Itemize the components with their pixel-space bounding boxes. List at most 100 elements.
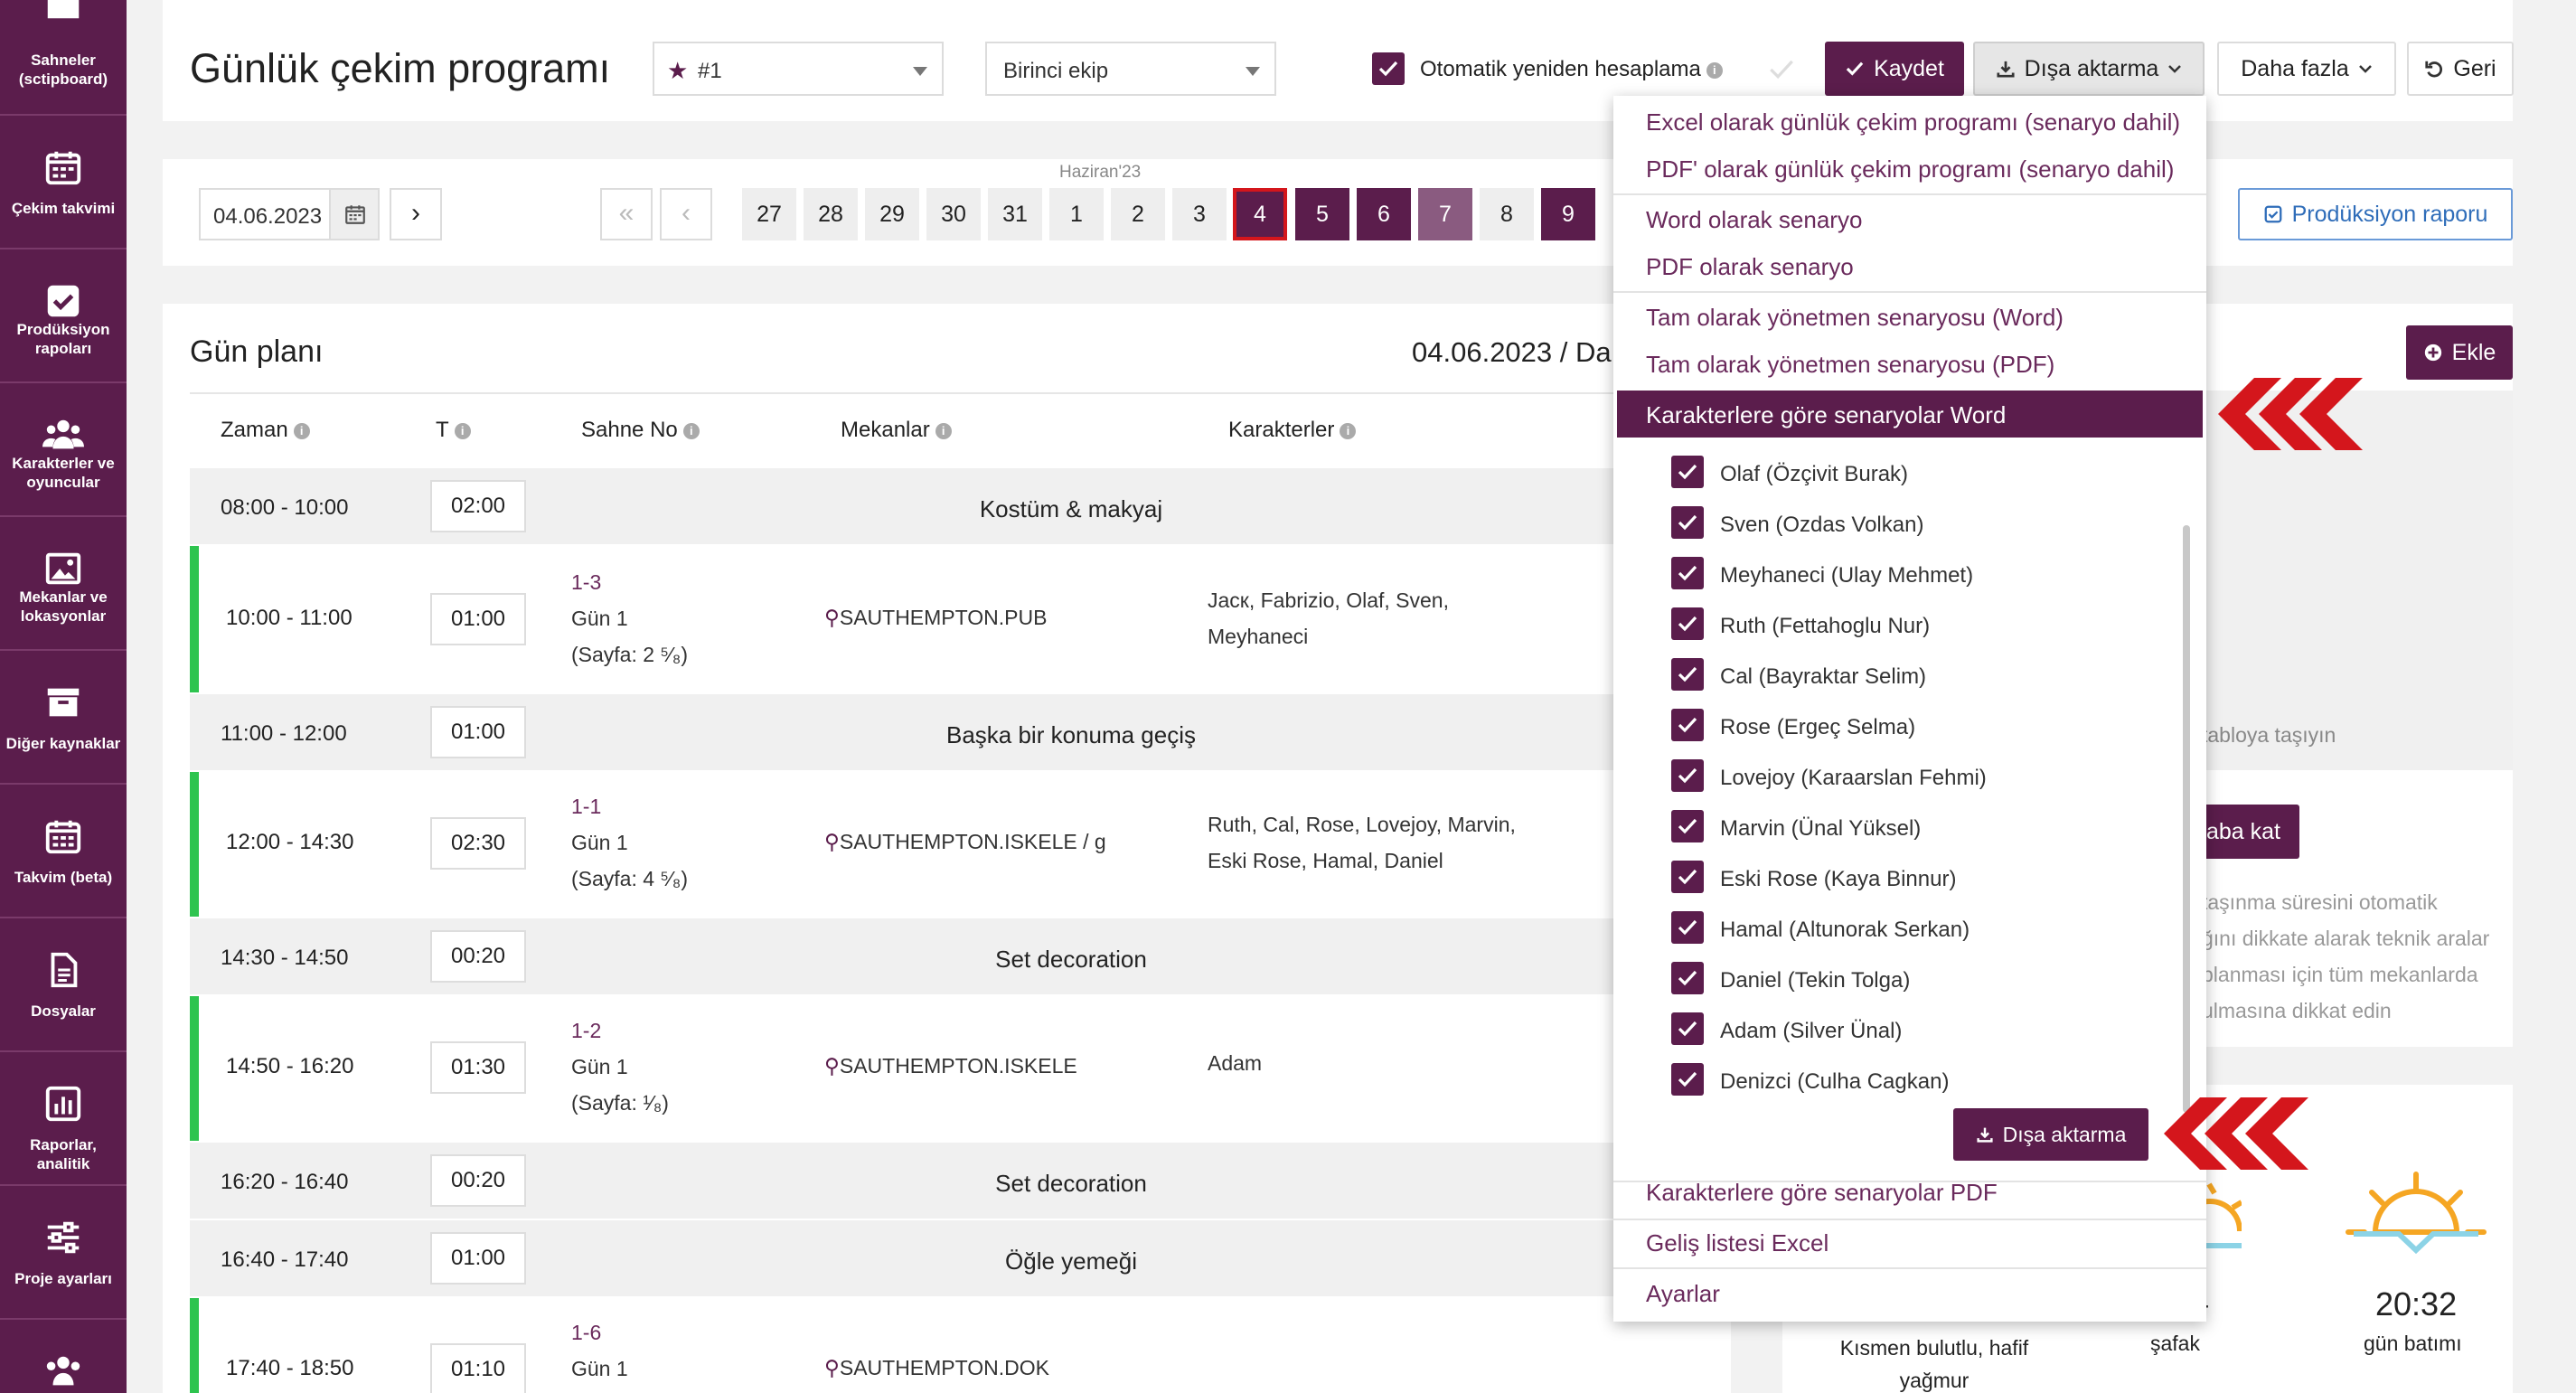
sidebar-item-label: Proje ayarları [14,1270,112,1287]
export-submit-label: Dışa aktarma [2002,1122,2127,1146]
day-button[interactable]: 3 [1172,188,1227,240]
scene-link[interactable]: 1-2 [571,1019,602,1042]
production-report-button[interactable]: Prodüksiyon raporu [2238,188,2513,240]
characters: Ruth, Cal, Rose, Lovejoy, Marvin, Eski Ro… [1208,813,1516,872]
sidebar-item-label: Karakterler ve oyuncular [12,455,115,491]
col-header-time: Zaman i [221,418,310,443]
back-button[interactable]: Geri [2407,42,2514,96]
table-row[interactable]: 16:20 - 16:40 00:20 Set decoration [190,1143,1726,1219]
calendar-icon [45,151,81,185]
drop-hint: tabloya taşıyın [2202,723,2336,747]
info-icon: i [1706,62,1723,79]
scrollbar[interactable] [2183,525,2190,1113]
day-button[interactable]: 6 [1357,188,1411,240]
day-button[interactable]: 9 [1541,188,1595,240]
check-icon [1678,717,1697,733]
duration-input[interactable]: 01:00 [430,1232,526,1285]
export-option[interactable]: Geliş listesi Excel [1646,1229,1829,1257]
check-icon [1770,60,1793,80]
export-option[interactable]: PDF' olarak günlük çekim programı (senar… [1646,155,2175,183]
export-submit-button[interactable]: Dışa aktarma [1953,1108,2148,1161]
prev-page-button[interactable]: ‹ [660,188,712,240]
chevron-down-icon [913,67,927,76]
export-option[interactable]: Tam olarak yönetmen senaryosu (Word) [1646,304,2064,331]
day-button[interactable]: 30 [926,188,981,240]
sidebar-item-project-settings[interactable]: Proje ayarları [0,1186,127,1320]
duration-input[interactable]: 01:10 [430,1343,526,1393]
auto-recalc-checkbox[interactable] [1372,52,1405,85]
duration-input[interactable]: 02:00 [430,480,526,532]
export-option[interactable]: Word olarak senaryo [1646,206,1863,233]
table-row[interactable]: 17:40 - 18:50 01:10 1-6 Gün 1 ⚲SAUTHEMPT… [190,1298,1726,1393]
sidebar-item-resources[interactable]: Diğer kaynaklar [0,651,127,785]
table-row[interactable]: 14:50 - 16:20 01:30 1-2 Gün 1 (Sayfa: ¹⁄… [190,996,1726,1141]
day-button[interactable]: 31 [988,188,1042,240]
location: ⚲SAUTHEMPTON.ISKELE / g [824,830,1106,853]
table-row[interactable]: 11:00 - 12:00 01:00 Başka bir konuma geç… [190,694,1726,770]
export-option[interactable]: Excel olarak günlük çekim programı (sena… [1646,108,2181,136]
scene-day: Gün 1 [571,1357,628,1380]
table-row[interactable]: 16:40 - 17:40 01:00 Öğle yemeği [190,1220,1726,1296]
add-button[interactable]: Ekle [2406,325,2513,380]
save-button[interactable]: Kaydet [1825,42,1964,96]
sidebar-item-team[interactable] [0,1320,127,1393]
duration-input[interactable]: 01:30 [430,1041,526,1094]
sidebar-item-label: Sahneler (sctipboard) [18,52,108,88]
export-option[interactable]: Tam olarak yönetmen senaryosu (PDF) [1646,351,2055,378]
export-button[interactable]: Dışa aktarma [1973,42,2205,96]
check-icon [1378,61,1398,77]
scene-info: 1-2 Gün 1 (Sayfa: ¹⁄₈) [571,1012,669,1121]
day-button[interactable]: 7 [1418,188,1472,240]
table-row[interactable]: 12:00 - 14:30 02:30 1-1 Gün 1 (Sayfa: 4 … [190,772,1726,917]
date-picker-button[interactable] [329,188,380,240]
sidebar-item-files[interactable]: Dosyalar [0,918,127,1052]
day-button[interactable]: 1 [1049,188,1104,240]
export-option[interactable]: Ayarlar [1646,1280,1720,1307]
crew-select[interactable]: Birinci ekip [985,42,1276,96]
image-icon [45,552,81,585]
row-time: 08:00 - 10:00 [221,495,349,520]
chevron-down-icon [1246,67,1260,76]
sidebar-item-reports[interactable]: Prodüksiyon rapoları [0,249,127,383]
back-label: Geri [2453,55,2496,81]
scene-link[interactable]: 1-3 [571,570,602,594]
table-row[interactable]: 08:00 - 10:00 02:00 Kostüm & makyaj [190,468,1726,544]
duration-input[interactable]: 01:00 [430,706,526,758]
sidebar-item-characters[interactable]: Karakterler ve oyuncular [0,383,127,517]
table-row[interactable]: 14:30 - 14:50 00:20 Set decoration [190,918,1726,994]
row-label: Kostüm & makyaj [979,495,1163,522]
row-time: 12:00 - 14:30 [226,830,354,854]
export-option-active[interactable]: Karakterlere göre senaryolar Word [1617,391,2203,438]
scene-link[interactable]: 1-1 [571,795,602,818]
duration-input[interactable]: 00:20 [430,930,526,983]
info-icon: i [454,423,471,439]
sidebar-item-locations[interactable]: Mekanlar ve lokasyonlar [0,517,127,651]
more-button[interactable]: Daha fazla [2217,42,2396,96]
day-button[interactable]: 27 [742,188,796,240]
day-button[interactable]: 28 [804,188,858,240]
duration-input[interactable]: 01:00 [430,593,526,645]
next-date-button[interactable]: › [390,188,442,240]
duration-input[interactable]: 00:20 [430,1154,526,1207]
scene-link[interactable]: 1-6 [571,1321,602,1344]
plus-circle-icon [2424,344,2441,362]
col-header-location: Mekanlar i [841,418,952,443]
scene-page: (Sayfa: 4 ⁵⁄₈) [571,867,689,890]
schedule-select[interactable]: ★ #1 [653,42,944,96]
export-option[interactable]: Karakterlere göre senaryolar PDF [1646,1179,1998,1206]
sidebar-item-analytics[interactable]: Raporlar, analitik [0,1052,127,1186]
day-button[interactable]: 29 [865,188,919,240]
day-button-current[interactable]: 4 [1233,188,1287,240]
sidebar-item-calendar-beta[interactable]: Takvim (beta) [0,785,127,918]
day-button[interactable]: 2 [1111,188,1165,240]
day-button[interactable]: 5 [1295,188,1349,240]
first-page-button[interactable]: « [600,188,653,240]
sidebar-item-schedule[interactable]: Çekim takvimi [0,116,127,249]
sidebar-item-scenes[interactable]: Sahneler (sctipboard) [0,0,127,116]
export-option[interactable]: PDF olarak senaryo [1646,253,1854,280]
row-time: 16:40 - 17:40 [221,1247,349,1272]
table-row[interactable]: 10:00 - 11:00 01:00 1-3 Gün 1 (Sayfa: 2 … [190,546,1726,692]
red-arrow-icon [2218,378,2363,450]
duration-input[interactable]: 02:30 [430,817,526,870]
day-button[interactable]: 8 [1480,188,1534,240]
